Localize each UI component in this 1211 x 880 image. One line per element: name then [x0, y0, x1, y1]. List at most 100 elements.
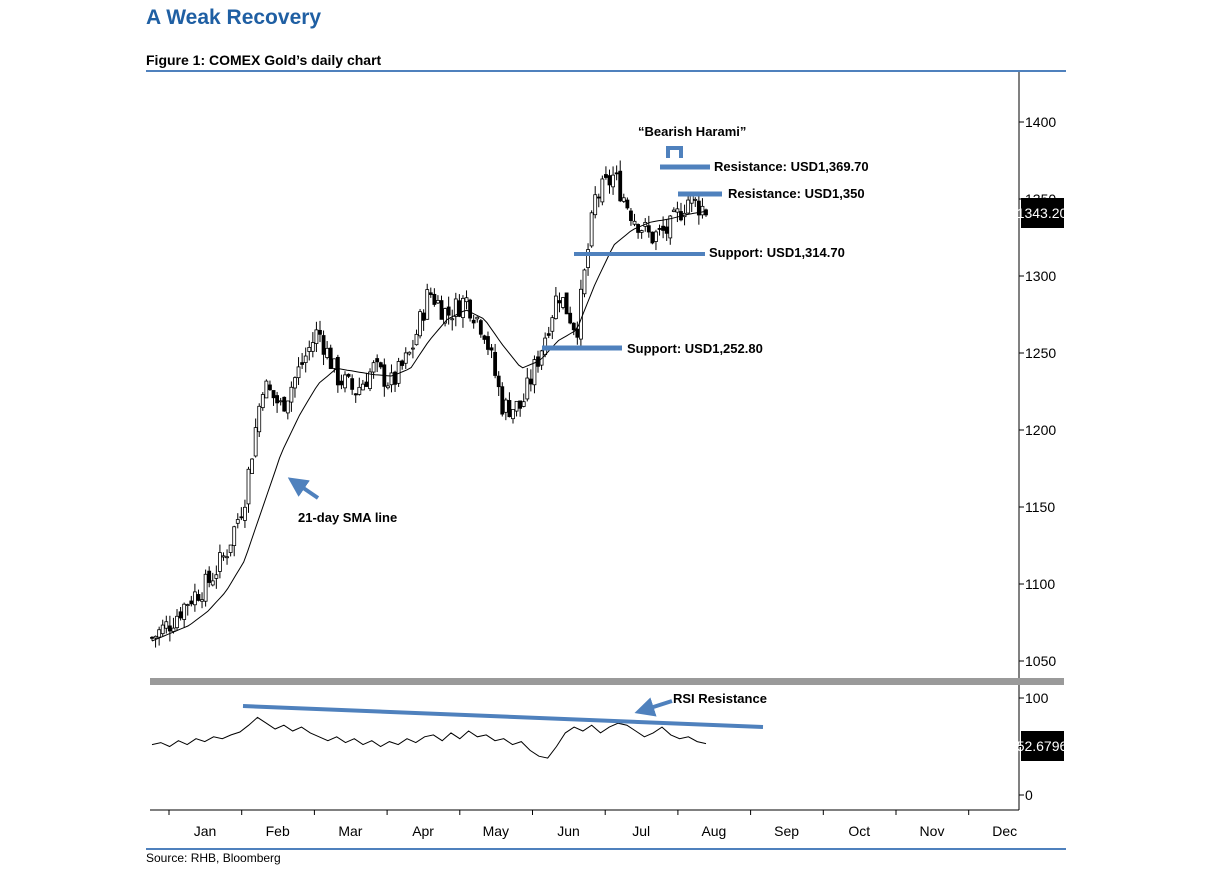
candle-body: [257, 405, 262, 433]
candle-body: [436, 300, 440, 304]
candle-body: [293, 377, 297, 389]
candle-body: [175, 615, 179, 629]
candle-body: [364, 381, 369, 387]
candle-body: [686, 199, 691, 214]
candle-body: [450, 318, 455, 321]
candle-body: [439, 300, 444, 320]
candle-body: [235, 519, 240, 524]
candle-body: [532, 359, 537, 386]
candle-body: [328, 347, 333, 369]
candle-body: [225, 556, 229, 559]
rsi-resistance-line: [242, 704, 764, 729]
candle-body: [668, 215, 673, 239]
candle-body: [418, 311, 422, 337]
candle-body: [625, 199, 630, 209]
candle-body: [414, 333, 419, 346]
candle-body: [486, 336, 490, 350]
candle-body: [250, 458, 254, 474]
candle-body: [278, 400, 283, 403]
candle-body: [528, 378, 533, 385]
candle-body: [579, 288, 583, 340]
x-tick-label: Apr: [412, 823, 434, 839]
candle-body: [239, 516, 244, 519]
resistance-1369-label: Resistance: USD1,369.70: [714, 159, 869, 174]
candle-body: [564, 292, 569, 315]
candle-body: [457, 300, 462, 317]
candle-body: [335, 356, 340, 386]
candle-body: [271, 390, 276, 399]
candle-body: [350, 378, 355, 390]
candle-body: [210, 580, 215, 586]
candle-body: [636, 224, 640, 233]
candle-body: [185, 604, 190, 606]
x-tick-label: May: [483, 823, 509, 839]
candle-body: [321, 335, 326, 355]
last-price-label: 1343.20: [1017, 205, 1068, 221]
x-tick-label: Nov: [920, 823, 945, 839]
candle-body: [557, 300, 562, 304]
candle-body: [443, 308, 447, 324]
candle-body: [268, 384, 272, 391]
candle-body: [207, 570, 212, 583]
candle-body: [403, 352, 408, 364]
candle-body: [411, 347, 415, 350]
candle-body: [696, 200, 701, 216]
bearish-harami-label: “Bearish Harami”: [638, 124, 746, 139]
harami-bracket: [666, 146, 683, 158]
candle-body: [468, 299, 473, 319]
candle-body: [568, 312, 573, 324]
candle-body: [550, 317, 555, 332]
candle-body: [232, 526, 237, 546]
candle-body: [246, 468, 251, 505]
candle-body: [307, 347, 312, 352]
price-y-ticks: 10501100115012001250130013501400: [1019, 114, 1056, 669]
x-tick-label: Aug: [701, 823, 726, 839]
candle-body: [689, 195, 694, 204]
candle-body: [453, 298, 458, 317]
candle-body: [514, 400, 519, 412]
candle-body: [285, 400, 290, 414]
candle-body: [318, 329, 322, 335]
candle-body: [167, 625, 172, 632]
candle-body: [428, 292, 433, 295]
x-tick-label: Jan: [194, 823, 217, 839]
candle-body: [618, 170, 623, 202]
sma-arrow: [287, 477, 320, 500]
candle-body: [385, 385, 390, 389]
candle-body: [693, 198, 698, 201]
price-tick-label: 1300: [1025, 268, 1056, 284]
candle-body: [600, 178, 605, 203]
candle-body: [289, 386, 294, 403]
support-1252-label: Support: USD1,252.80: [627, 341, 763, 356]
sma-21-line: [151, 210, 707, 642]
candle-body: [160, 624, 165, 635]
candle-body: [561, 297, 565, 308]
candle-body: [500, 386, 505, 415]
candle-body: [378, 362, 383, 368]
candle-body: [589, 212, 594, 247]
candle-body: [375, 358, 380, 363]
candle-body: [518, 400, 523, 409]
candle-body: [303, 355, 308, 363]
candle-body: [629, 210, 633, 221]
rsi-tick-label: 0: [1025, 787, 1033, 803]
rsi-resistance-arrow: [634, 697, 673, 717]
source-note: Source: RHB, Bloomberg: [146, 851, 281, 865]
candle-body: [282, 396, 287, 412]
candle-body: [700, 205, 705, 216]
candle-body: [575, 328, 580, 338]
candle-body: [632, 220, 637, 225]
candle-body: [582, 269, 587, 295]
rsi-last-badge: 52.6796: [1017, 731, 1068, 761]
candle-body: [586, 249, 590, 268]
price-tick-label: 1150: [1025, 499, 1055, 515]
page-title: A Weak Recovery: [146, 6, 322, 29]
candle-body: [325, 347, 330, 358]
candle-body: [164, 621, 169, 629]
candle-body: [264, 380, 269, 399]
candle-body: [310, 342, 315, 352]
candle-body: [221, 555, 226, 558]
price-tick-label: 1200: [1025, 422, 1056, 438]
x-tick-label: Jul: [632, 823, 650, 839]
candle-body: [425, 289, 430, 320]
